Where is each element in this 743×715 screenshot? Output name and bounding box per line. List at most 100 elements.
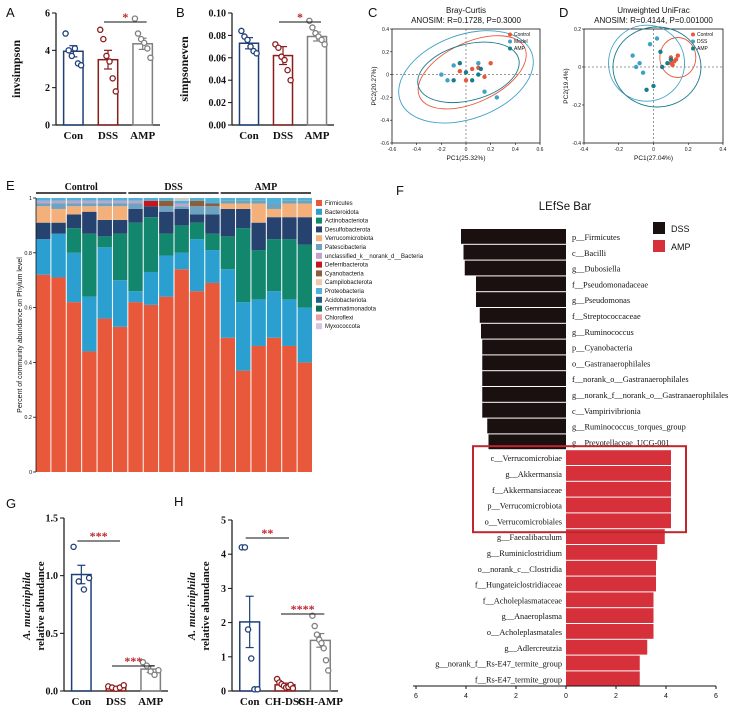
- significance-label: *: [122, 10, 128, 24]
- y-tick-label: 0: [578, 65, 581, 71]
- panel-letter-G: G: [6, 496, 16, 511]
- stack-segment: [112, 203, 128, 207]
- data-point: [478, 66, 483, 72]
- y-tick-label: 0.10: [209, 9, 227, 20]
- data-point: [457, 61, 463, 66]
- y-axis-title: simpsoneven: [177, 36, 191, 102]
- stack-segment: [282, 200, 297, 204]
- data-point: [100, 35, 107, 43]
- legend-swatch: [316, 270, 322, 277]
- legend-swatch: [316, 296, 322, 303]
- data-point: [287, 76, 294, 84]
- data-point: [151, 671, 158, 679]
- x-tick-label: -0.4: [412, 147, 421, 153]
- legend-marker: [691, 39, 695, 44]
- stack-segment: [205, 233, 220, 251]
- stack-segment: [205, 250, 220, 283]
- data-point: [439, 72, 444, 77]
- data-point: [469, 78, 475, 83]
- stack-segment: [143, 217, 159, 272]
- y-axis-title: A. muciniphila: [186, 572, 198, 641]
- x-tick-label: DSS: [106, 696, 126, 708]
- data-point: [289, 685, 297, 692]
- lefse-bar: [566, 639, 648, 655]
- x-tick-label: 0: [652, 147, 655, 153]
- data-point: [241, 544, 249, 551]
- lefse-bar: [566, 497, 671, 513]
- feature-label: g__Adlercreutzia: [504, 644, 562, 653]
- legend-label: Chloroflexi: [325, 315, 353, 321]
- legend-label: DSS: [697, 39, 708, 45]
- significance-label: ****: [291, 602, 315, 616]
- y-tick-label: -0.4: [572, 141, 581, 147]
- feature-label: c__Verrucomicrobiae: [491, 454, 563, 463]
- x-tick-label: Con: [240, 696, 260, 708]
- stack-segment: [297, 244, 312, 308]
- data-point: [253, 50, 260, 57]
- stack-segment: [189, 198, 205, 201]
- feature-label: f__Akkermansiaceae: [492, 486, 562, 495]
- legend-swatch: [316, 208, 322, 215]
- stack-segment: [297, 198, 312, 201]
- data-point: [85, 574, 93, 582]
- x-tick-label: AMP: [138, 696, 163, 708]
- y-tick-label: 3: [221, 584, 226, 595]
- y-axis-title: relative abundance: [200, 561, 212, 650]
- data-point: [494, 95, 500, 100]
- stack-segment: [143, 206, 159, 218]
- stack-segment: [128, 203, 143, 209]
- legend-swatch: [316, 217, 322, 224]
- stack-segment: [66, 214, 82, 229]
- stack-segment: [159, 233, 174, 256]
- data-point: [654, 36, 660, 41]
- feature-label: f__Acholeplasmataceae: [483, 596, 563, 605]
- y-tick-label: 0.00: [209, 121, 227, 132]
- stack-segment: [220, 200, 236, 204]
- data-point: [488, 61, 493, 66]
- data-point: [457, 68, 463, 74]
- data-point: [630, 53, 635, 58]
- data-point: [469, 66, 475, 72]
- feature-label: f__Rs-E47_termite_group: [475, 675, 562, 684]
- stack-segment: [82, 206, 97, 212]
- x-tick-label: 0.4: [720, 147, 727, 153]
- y-axis-title: Percent of community abundance on Phylum…: [17, 257, 24, 413]
- legend-swatch: [316, 200, 322, 206]
- stack-segment: [174, 206, 189, 209]
- data-point: [139, 658, 147, 666]
- feature-label: o__Acholeplasmatales: [487, 628, 562, 637]
- stack-segment: [159, 211, 174, 234]
- stack-segment: [82, 203, 97, 207]
- stack-segment: [236, 208, 251, 229]
- x-tick-label: 0.4: [512, 147, 519, 153]
- y-tick-label: 0.4: [382, 27, 389, 33]
- chart-G: 0.0 0.5 1.0 1.5 Con DSS AMP *** *** A. muciniphil…: [21, 514, 168, 708]
- legend-label: Control: [514, 32, 530, 38]
- y-axis-title: PC2(19.4%): [563, 68, 570, 103]
- feature-label: g__Ruminococcus_torques_group: [572, 423, 686, 432]
- data-point: [640, 70, 646, 75]
- y-tick-label: 2: [221, 618, 226, 629]
- stack-segment: [205, 203, 220, 207]
- x-tick-label: Con: [239, 130, 259, 142]
- stack-segment: [236, 370, 251, 472]
- group-label: AMP: [254, 182, 277, 193]
- data-point: [106, 58, 113, 65]
- stack-segment: [97, 236, 112, 248]
- x-tick-label: 4: [664, 693, 668, 700]
- panel-letter-B: B: [176, 5, 185, 20]
- stack-segment: [97, 198, 112, 201]
- feature-label: c__Bacilli: [572, 249, 607, 258]
- feature-label: g__Ruminiclostridium: [487, 549, 563, 558]
- feature-label: p__Firmicutes: [572, 233, 620, 242]
- data-point: [120, 681, 128, 689]
- feature-label: g__Dubosiella: [572, 265, 621, 274]
- stack-segment: [51, 203, 66, 209]
- stack-segment: [266, 291, 282, 338]
- feature-label: f__Pseudomonadaceae: [572, 280, 648, 289]
- stack-segment: [66, 206, 82, 215]
- highlight-box: [472, 445, 687, 534]
- bar: [70, 573, 92, 692]
- stack-segment: [51, 208, 66, 223]
- stack-segment: [82, 211, 97, 234]
